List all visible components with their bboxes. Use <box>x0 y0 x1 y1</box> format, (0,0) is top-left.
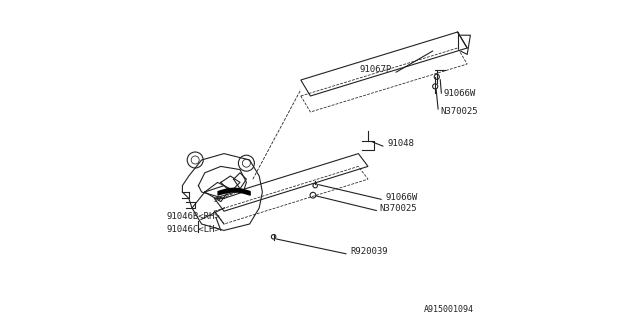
Text: A915001094: A915001094 <box>424 305 474 314</box>
Text: 91046B<RH>: 91046B<RH> <box>166 212 220 221</box>
Text: 91066W: 91066W <box>385 193 418 202</box>
Text: N370025: N370025 <box>440 107 477 116</box>
Text: 91048: 91048 <box>387 139 414 148</box>
Text: 91066W: 91066W <box>443 89 476 98</box>
Text: R920039: R920039 <box>351 247 388 256</box>
Text: 91046C<LH>: 91046C<LH> <box>166 225 220 234</box>
Text: 91067P: 91067P <box>360 65 392 74</box>
Text: N370025: N370025 <box>380 204 417 213</box>
